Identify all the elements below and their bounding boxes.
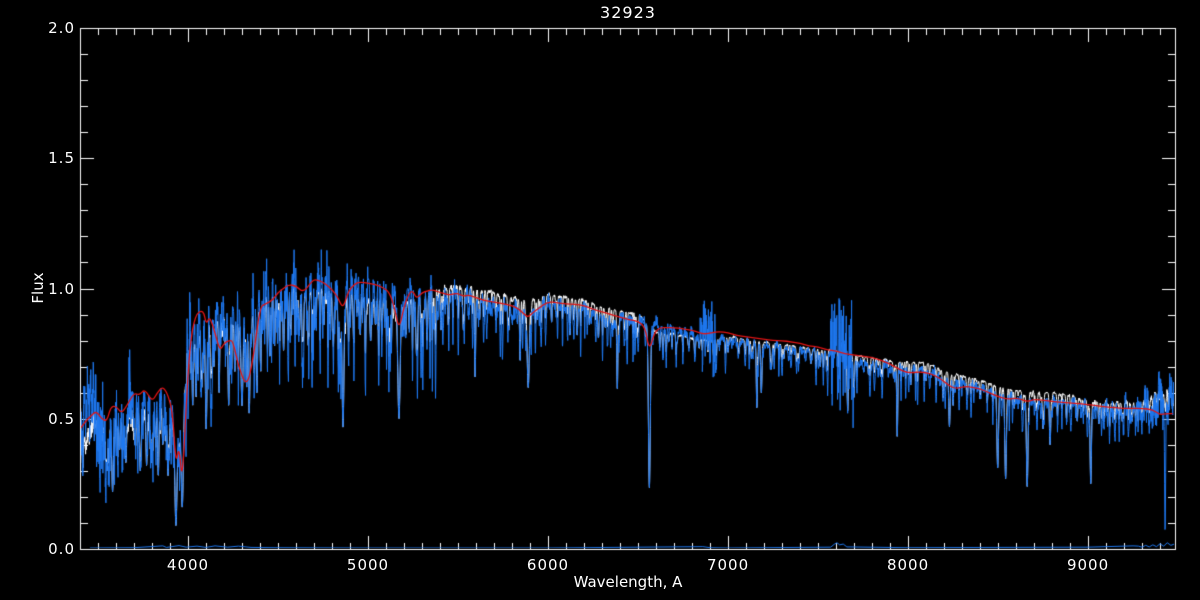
- spectrum-plot-window: 32923 Wavelength, A Flux 4000 5000 6000 700…: [0, 0, 1200, 600]
- spectrum-canvas: [0, 0, 1200, 600]
